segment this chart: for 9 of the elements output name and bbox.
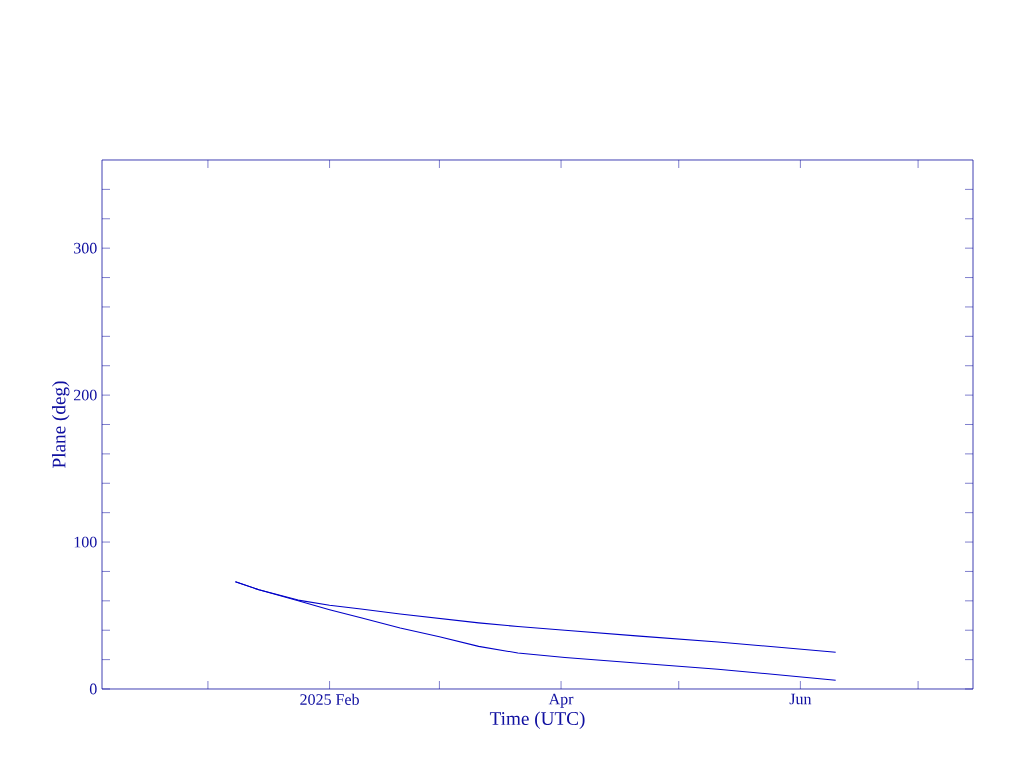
x-tick-label: Jun <box>789 693 812 705</box>
x-tick-label: Apr <box>548 693 574 708</box>
x-axis-title: Time (UTC) <box>489 711 585 729</box>
y-tick-label: 100 <box>74 536 97 548</box>
y-tick-label: 200 <box>74 389 97 401</box>
y-axis-title: Plane (deg) <box>52 381 70 468</box>
y-tick-label: 0 <box>89 683 97 695</box>
y-tick-label: 300 <box>74 242 97 254</box>
x-tick-label: 2025 Feb <box>300 693 359 705</box>
